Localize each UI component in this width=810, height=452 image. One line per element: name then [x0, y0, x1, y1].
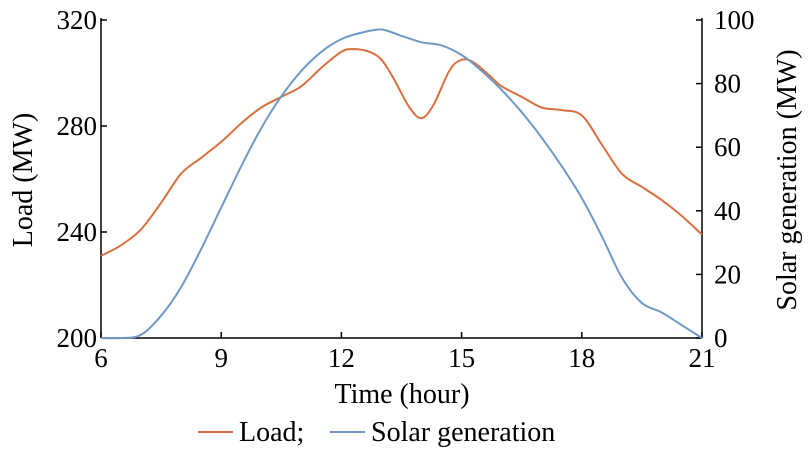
tick-labels: 6 9 12 15 18 21 200 240 280 320 0 20 40 60 80 100: [57, 5, 755, 373]
series-line-solar: [100, 28, 703, 340]
y2-tick-label: 20: [714, 259, 741, 289]
y2-tick-label: 60: [714, 132, 741, 162]
y2-tick-label: 100: [714, 5, 755, 35]
legend-label-load: Load;: [239, 417, 304, 448]
x-tick-label: 6: [94, 343, 108, 373]
axes: [100, 18, 703, 339]
y-tick-label: 240: [57, 217, 98, 247]
y2-axis-title: Solar generation (MW): [772, 49, 803, 310]
x-tick-label: 18: [568, 343, 595, 373]
x-tick-label: 15: [448, 343, 475, 373]
y2-tick-label: 0: [714, 323, 728, 353]
x-tick-label: 9: [214, 343, 228, 373]
legend: Load; Solar generation: [198, 417, 555, 448]
y2-tick-label: 40: [714, 196, 741, 226]
y-tick-label: 320: [57, 5, 98, 35]
legend-label-solar: Solar generation: [371, 417, 555, 448]
y-tick-label: 200: [57, 323, 98, 353]
y2-tick-label: 80: [714, 69, 741, 99]
y-tick-label: 280: [57, 111, 98, 141]
x-tick-label: 12: [328, 343, 355, 373]
series-line-load: [100, 48, 703, 257]
series-layer: [100, 28, 703, 340]
x-tick-label: 21: [689, 343, 716, 373]
y-axis-title: Load (MW): [8, 113, 39, 248]
x-axis-title: Time (hour): [334, 379, 469, 410]
